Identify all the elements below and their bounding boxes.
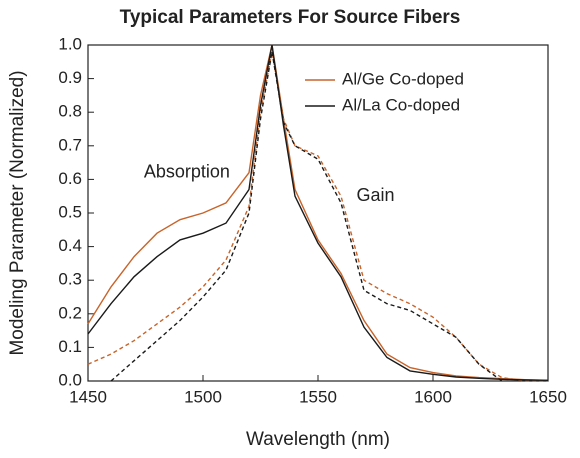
y-tick-label: 0.3 bbox=[58, 270, 82, 289]
y-tick-label: 0.0 bbox=[58, 370, 82, 389]
legend-label: Al/Ge Co-doped bbox=[342, 69, 464, 88]
x-tick-label: 1500 bbox=[184, 387, 222, 406]
y-tick-label: 0.2 bbox=[58, 303, 82, 322]
y-tick-label: 0.8 bbox=[58, 102, 82, 121]
y-tick-label: 0.9 bbox=[58, 68, 82, 87]
absorption-line bbox=[87, 44, 549, 381]
y-axis-label: Modeling Parameter (Normalized) bbox=[7, 70, 28, 355]
legend-label: Al/La Co-doped bbox=[342, 95, 460, 114]
gain-line bbox=[87, 51, 548, 382]
annotation: Gain bbox=[356, 185, 394, 205]
y-tick-label: 0.4 bbox=[58, 236, 82, 255]
y-tick-label: 0.1 bbox=[58, 337, 82, 356]
chart-title: Typical Parameters For Source Fibers bbox=[120, 7, 461, 28]
x-axis-label: Wavelength (nm) bbox=[246, 429, 390, 450]
x-tick-label: 1550 bbox=[299, 387, 337, 406]
x-tick-label: 1600 bbox=[414, 387, 452, 406]
y-tick-label: 0.5 bbox=[58, 202, 82, 221]
y-tick-label: 0.6 bbox=[58, 169, 82, 188]
x-tick-label: 1650 bbox=[529, 387, 567, 406]
gain-line bbox=[110, 51, 503, 382]
x-tick-label: 1450 bbox=[69, 387, 107, 406]
y-tick-label: 0.7 bbox=[58, 135, 82, 154]
absorption-line bbox=[87, 44, 549, 381]
annotation: Absorption bbox=[144, 161, 230, 181]
plot-frame bbox=[87, 44, 549, 382]
y-tick-label: 1.0 bbox=[58, 34, 82, 53]
